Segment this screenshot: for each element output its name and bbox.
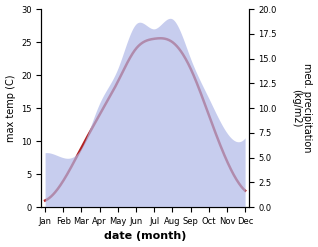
Y-axis label: med. precipitation
(kg/m2): med. precipitation (kg/m2) <box>291 63 313 153</box>
X-axis label: date (month): date (month) <box>104 231 186 242</box>
Y-axis label: max temp (C): max temp (C) <box>5 74 16 142</box>
